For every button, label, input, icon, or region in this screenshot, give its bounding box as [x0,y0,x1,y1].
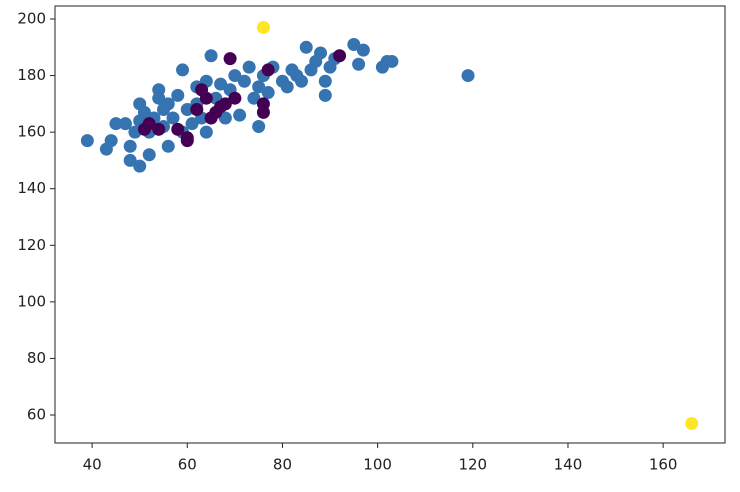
scatter-point [461,69,475,83]
scatter-point [318,74,332,88]
scatter-point [185,117,199,131]
scatter-point [137,122,151,136]
y-tick-label: 60 [27,405,46,423]
scatter-point [385,54,399,68]
x-tick-label: 80 [273,456,292,474]
x-tick-label: 60 [178,456,197,474]
scatter-point [166,111,180,125]
scatter-point [204,111,218,125]
x-tick-label: 120 [458,456,487,474]
scatter-point [171,88,185,102]
scatter-point [294,74,308,88]
scatter-point [180,131,194,145]
scatter-point [314,46,328,60]
scatter-point [104,134,118,148]
scatter-point [228,69,242,83]
scatter-point [318,88,332,102]
scatter-point [190,103,204,117]
scatter-point [247,91,261,105]
scatter-point [261,63,275,77]
scatter-point [133,159,147,173]
scatter-point [685,416,699,430]
plot-frame [54,5,726,444]
y-tick-label: 200 [17,10,46,28]
scatter-point [252,119,266,133]
scatter-point [228,91,242,105]
y-tick-label: 160 [17,123,46,141]
scatter-point [109,117,123,131]
x-tick-label: 160 [649,456,678,474]
y-tick-label: 80 [27,349,46,367]
scatter-point [214,77,228,91]
scatter-point [214,100,228,114]
y-tick-label: 180 [17,66,46,84]
scatter-point [237,74,251,88]
y-tick-label: 120 [17,236,46,254]
scatter-point [137,105,151,119]
scatter-point [242,60,256,74]
scatter-point [252,80,266,94]
scatter-point [118,117,132,131]
scatter-point [204,49,218,63]
scatter-point [123,153,137,167]
scatter-point [123,139,137,153]
x-tick-label: 100 [363,456,392,474]
scatter-point [356,43,370,57]
scatter-point [299,40,313,54]
scatter-point [171,122,185,136]
scatter-point [142,148,156,162]
scatter-point [223,52,237,66]
scatter-point [256,105,270,119]
scatter-point [233,108,247,122]
scatter-point [280,80,294,94]
scatter-point [261,86,275,100]
scatter-point [347,37,361,51]
scatter-point [256,20,270,34]
scatter-point [180,103,194,117]
scatter-point [152,83,166,97]
x-tick-label: 40 [83,456,102,474]
scatter-point [161,97,175,111]
y-tick-label: 140 [17,179,46,197]
y-tick-label: 100 [17,292,46,310]
scatter-point [161,139,175,153]
scatter-point [152,122,166,136]
scatter-point [218,111,232,125]
x-tick-label: 140 [554,456,583,474]
scatter-point [333,49,347,63]
scatter-point [199,125,213,139]
scatter-point [199,91,213,105]
scatter-point [80,134,94,148]
scatter-point [352,57,366,71]
scatter-point [176,63,190,77]
